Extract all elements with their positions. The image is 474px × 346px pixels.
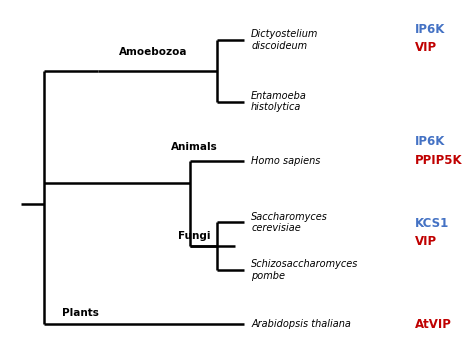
- Text: VIP: VIP: [415, 42, 438, 54]
- Text: Plants: Plants: [62, 308, 99, 318]
- Text: Schizosaccharomyces
pombe: Schizosaccharomyces pombe: [251, 259, 358, 281]
- Text: Fungi: Fungi: [178, 231, 210, 241]
- Text: Arabidopsis thaliana: Arabidopsis thaliana: [251, 319, 351, 329]
- Text: Dictyostelium
discoideum: Dictyostelium discoideum: [251, 29, 319, 51]
- Text: KCS1: KCS1: [415, 217, 449, 230]
- Text: Entamoeba
histolytica: Entamoeba histolytica: [251, 91, 307, 112]
- Text: Homo sapiens: Homo sapiens: [251, 156, 320, 166]
- Text: PPIP5K: PPIP5K: [415, 154, 463, 167]
- Text: Animals: Animals: [171, 143, 218, 153]
- Text: Saccharomyces
cerevisiae: Saccharomyces cerevisiae: [251, 211, 328, 233]
- Text: VIP: VIP: [415, 235, 438, 248]
- Text: AtVIP: AtVIP: [415, 318, 452, 331]
- Text: IP6K: IP6K: [415, 22, 446, 36]
- Text: Amoebozoa: Amoebozoa: [119, 47, 187, 57]
- Text: IP6K: IP6K: [415, 135, 446, 148]
